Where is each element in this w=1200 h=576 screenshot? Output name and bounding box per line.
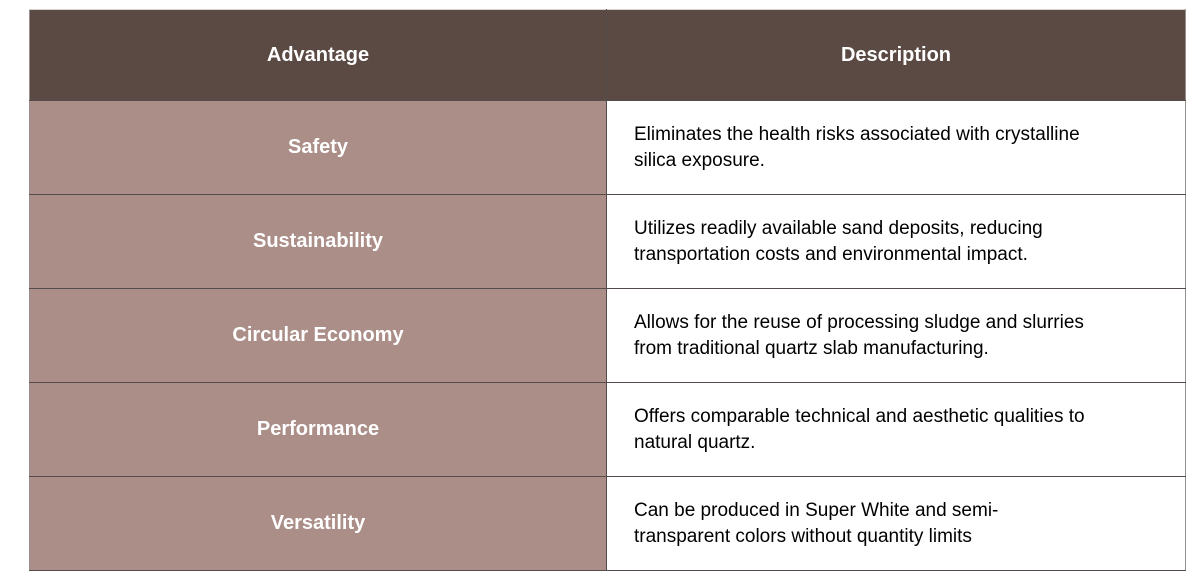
advantage-cell-safety: Safety — [29, 100, 607, 195]
description-cell-circular-economy: Allows for the reuse of processing sludg… — [606, 288, 1186, 383]
header-row: Advantage Description — [29, 9, 1186, 101]
column-header-advantage: Advantage — [29, 9, 607, 101]
column-header-description: Description — [606, 9, 1186, 101]
advantage-cell-sustainability: Sustainability — [29, 194, 607, 289]
description-cell-performance: Offers comparable technical and aestheti… — [606, 382, 1186, 477]
table-row-performance: Performance Offers comparable technical … — [29, 382, 1186, 477]
table-row-safety: Safety Eliminates the health risks assoc… — [29, 100, 1186, 195]
table-row-sustainability: Sustainability Utilizes readily availabl… — [29, 194, 1186, 289]
advantage-cell-circular-economy: Circular Economy — [29, 288, 607, 383]
table-row-circular-economy: Circular Economy Allows for the reuse of… — [29, 288, 1186, 383]
advantage-cell-performance: Performance — [29, 382, 607, 477]
description-cell-sustainability: Utilizes readily available sand deposits… — [606, 194, 1186, 289]
advantage-cell-versatility: Versatility — [29, 476, 607, 571]
advantages-table: Advantage Description Safety Eliminates … — [29, 9, 1186, 571]
description-cell-versatility: Can be produced in Super White and semi-… — [606, 476, 1186, 571]
table-row-versatility: Versatility Can be produced in Super Whi… — [29, 476, 1186, 571]
description-cell-safety: Eliminates the health risks associated w… — [606, 100, 1186, 195]
